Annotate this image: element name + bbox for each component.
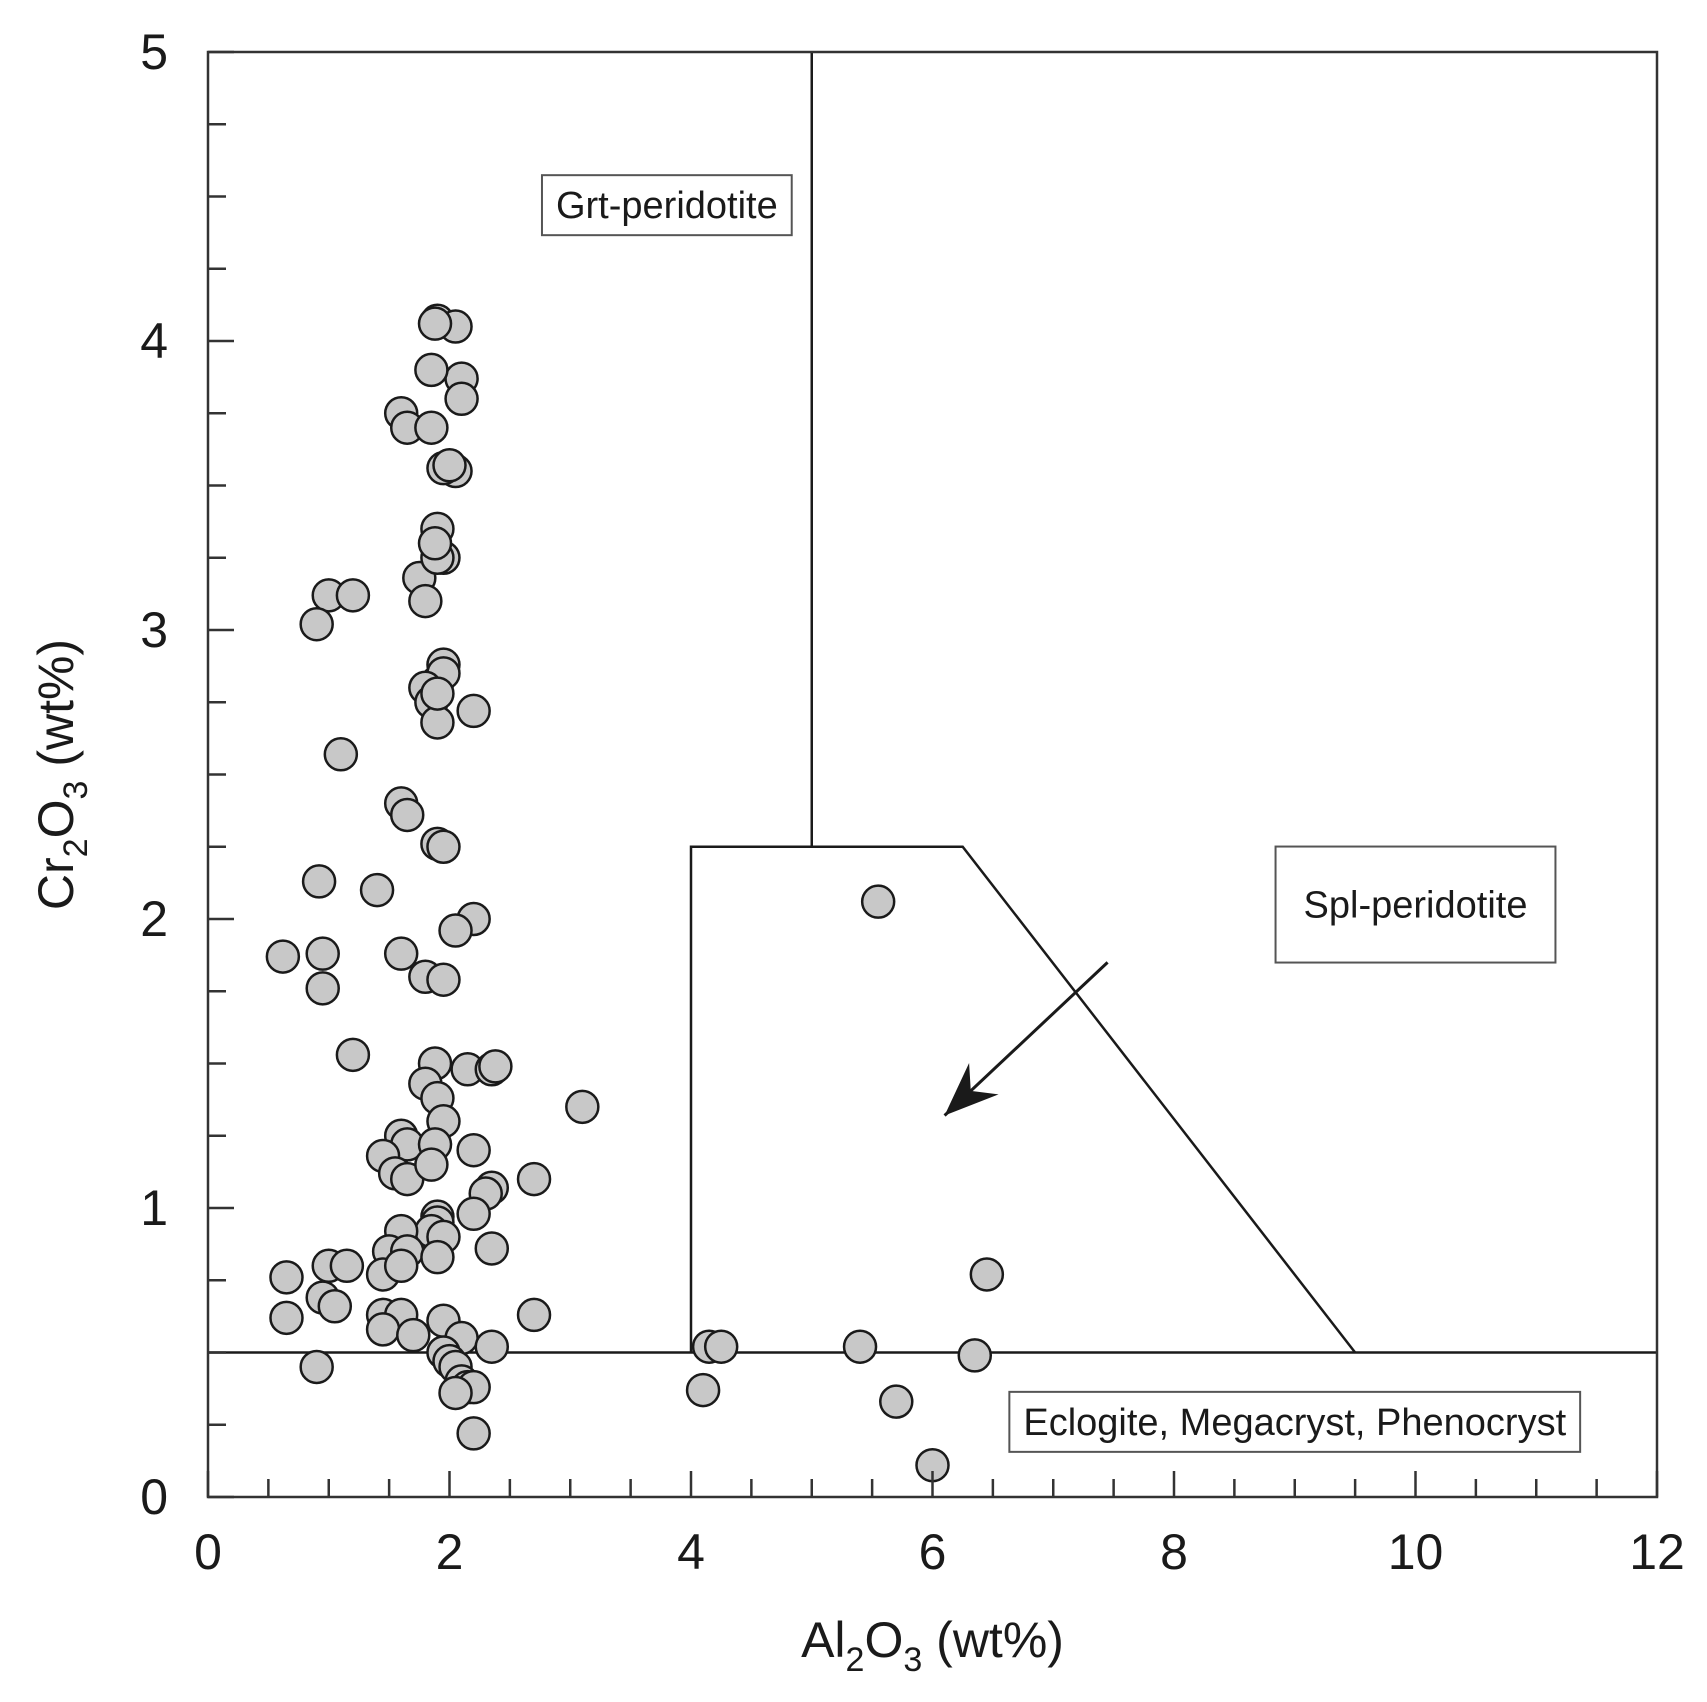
data-point [396,1317,431,1353]
region-label-box [540,174,793,237]
data-point [444,381,479,417]
data-point [365,1312,401,1347]
data-point [305,971,340,1006]
data-point [438,1375,473,1411]
y-axis-title: Cr2O3 (wt%) [28,639,95,910]
data-point [703,1329,739,1364]
data-point [389,797,425,833]
data-point [265,939,301,974]
x-tick-label: 10 [1388,1524,1444,1580]
y-tick-label: 0 [140,1469,168,1525]
x-tick-label: 12 [1629,1524,1685,1580]
region-label: Spl-peridotite [1304,885,1528,927]
region-label-group: Grt-peridotite [540,174,793,237]
data-point [456,1416,491,1451]
region-label-group: Spl-peridotite [1274,845,1557,964]
data-point [565,1089,600,1125]
data-point [299,606,334,642]
data-point [269,1300,304,1336]
data-point [474,1231,510,1266]
data-point [478,1049,513,1084]
data-point [516,1161,552,1197]
data-point [438,913,473,948]
boundary-spinel-field [689,845,1357,1354]
data-point [426,962,461,997]
data-point [383,1248,419,1284]
data-point [957,1338,993,1373]
data-point [969,1257,1005,1292]
data-point [420,676,455,711]
data-point [420,705,455,740]
data-point [335,1037,371,1073]
data-point [456,1196,491,1232]
y-tick-label: 4 [140,313,168,369]
data-point [420,1239,455,1275]
y-tick-label: 3 [140,602,168,658]
x-tick-label: 4 [677,1524,705,1580]
data-point [414,352,449,388]
y-tick-label: 2 [140,891,168,947]
data-point [860,884,896,919]
region-labels: Grt-peridotite Spl-peridotite Eclogite, Me… [540,174,1582,1453]
data-point [414,1147,449,1182]
data-point [417,526,453,561]
data-point [474,1329,510,1364]
data-point [359,872,395,908]
y-tick-label: 5 [140,24,168,80]
data-point [685,1372,721,1408]
axis-ticks [206,50,1659,1499]
arrow-shaft [943,961,1109,1117]
data-point [335,578,371,613]
region-label-box [1274,845,1557,964]
data-point [323,737,359,772]
data-point [432,448,467,483]
data-point [329,1248,365,1284]
data-point [414,410,449,445]
region-label-group: Eclogite, Megacryst, Phenocryst [1008,1390,1582,1453]
x-tick-label: 8 [1160,1524,1188,1580]
data-point [301,864,337,899]
data-point [299,1349,334,1385]
data-point [879,1384,914,1419]
data-point [426,829,461,864]
x-tick-label: 2 [436,1524,464,1580]
x-tick-label: 0 [194,1524,222,1580]
data-point [842,1329,878,1364]
data-points [265,303,1005,1483]
data-point [317,1289,353,1324]
spl-peridotite-arrow [943,961,1109,1117]
data-point [516,1297,552,1333]
x-tick-label: 6 [919,1524,947,1580]
data-point [456,1132,491,1168]
region-label-box [1008,1390,1582,1453]
arrow-head [944,1062,999,1116]
data-point [417,306,453,341]
data-point [305,936,340,971]
data-point [269,1260,304,1295]
data-point [383,936,419,971]
region-label: Eclogite, Megacryst, Phenocryst [1023,1402,1566,1444]
data-point [456,693,491,729]
y-tick-label: 1 [140,1180,168,1236]
x-axis-title: Al2O3 (wt%) [801,1612,1064,1679]
data-point [408,583,443,619]
region-label: Grt-peridotite [556,185,778,227]
